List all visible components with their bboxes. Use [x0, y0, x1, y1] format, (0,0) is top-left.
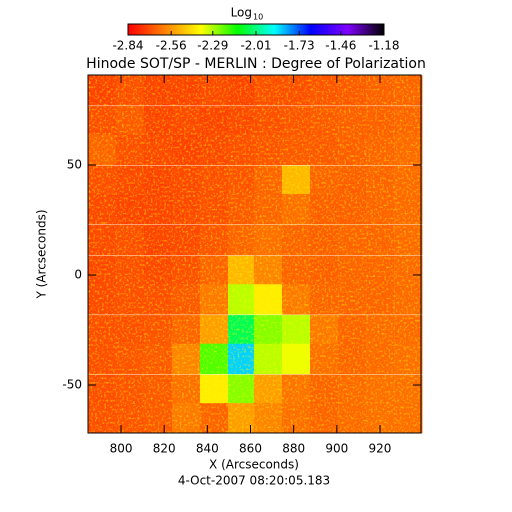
footer: 4-Oct-2007 08:20:05.183 — [178, 474, 330, 488]
colorbar-tick-label: -1.46 — [325, 39, 356, 53]
colorbar-tick-label: -2.29 — [197, 39, 228, 53]
y-tick-label: 50 — [67, 157, 82, 171]
x-tick-label: 800 — [110, 442, 133, 456]
x-tick-label: 840 — [196, 442, 219, 456]
texture — [88, 75, 421, 433]
colorbar-tick-label: -2.01 — [240, 39, 271, 53]
x-tick-label: 880 — [282, 442, 305, 456]
x-tick-label: 820 — [153, 442, 176, 456]
plot-frame — [87, 74, 422, 434]
y-tick-label: -50 — [62, 378, 82, 392]
x-tick-label: 900 — [325, 442, 348, 456]
x-tick-label: 860 — [239, 442, 262, 456]
colorbar-label-sub: 10 — [253, 13, 263, 22]
colorbar-label: Log — [231, 6, 252, 20]
colorbar-tick-label: -1.18 — [368, 39, 399, 53]
colorbar-tick-label: -2.84 — [112, 39, 143, 53]
y-tick-label: 0 — [74, 268, 82, 282]
y-axis-label: Y (Arcseconds) — [35, 209, 49, 299]
x-axis-label: X (Arcseconds) — [209, 458, 299, 472]
x-tick-label: 920 — [369, 442, 392, 456]
chart-title: Hinode SOT/SP - MERLIN : Degree of Polar… — [86, 56, 426, 72]
colorbar-tick-label: -1.73 — [284, 39, 315, 53]
colorbar-tick-label: -2.56 — [156, 39, 187, 53]
